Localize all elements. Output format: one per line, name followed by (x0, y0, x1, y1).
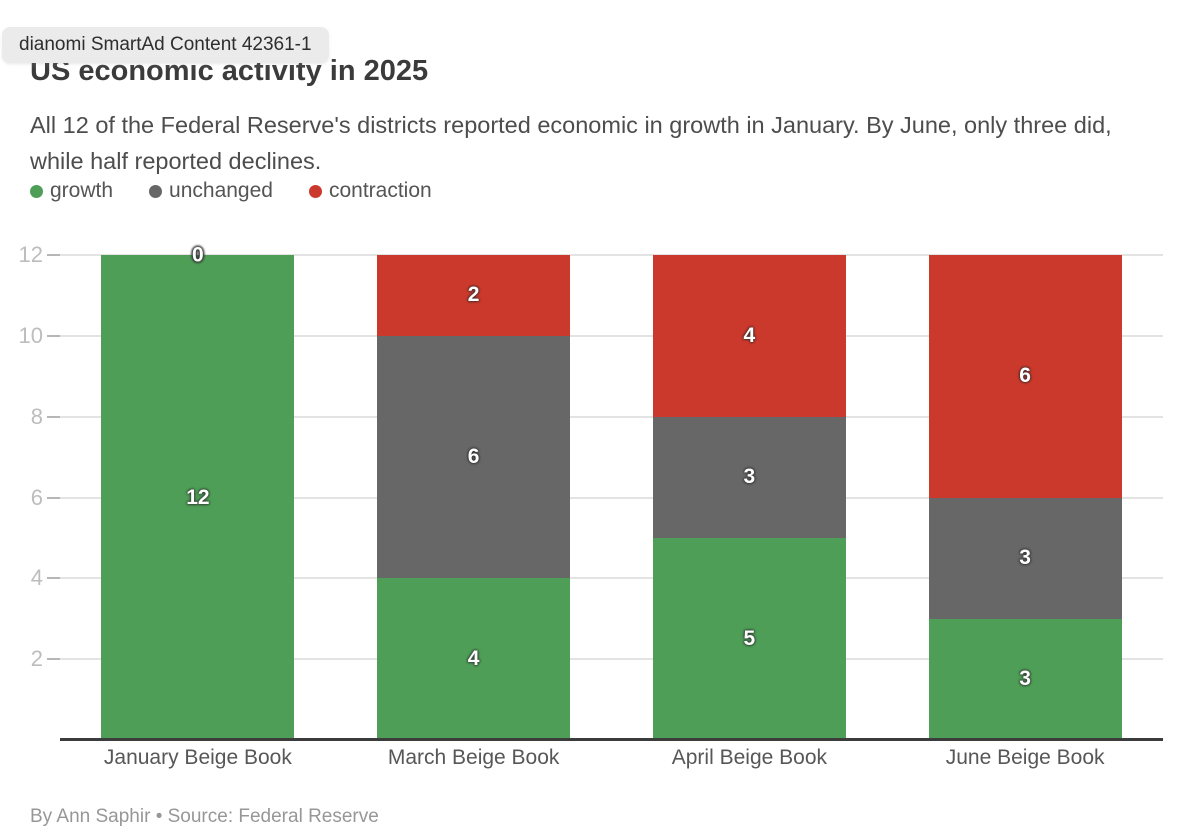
legend-label: unchanged (169, 179, 273, 202)
gridline-y-4 (60, 577, 1163, 580)
x-axis-baseline (60, 738, 1163, 741)
segment-zero-value-label: 0 (192, 243, 204, 267)
x-axis-category-label-1: January Beige Book (103, 746, 292, 769)
bar-segment-contraction-4[interactable]: 6 (928, 255, 1122, 498)
gridline-y-2 (60, 658, 1163, 661)
legend-label: growth (50, 179, 114, 202)
ad-content-tooltip: dianomi SmartAd Content 42361-1 (2, 27, 329, 63)
segment-value-label: 6 (467, 445, 480, 469)
y-axis-tick-12 (47, 254, 60, 256)
x-axis-category-label-4: June Beige Book (945, 746, 1105, 769)
segment-value-label: 5 (743, 626, 756, 650)
y-axis-label-2: 2 (30, 646, 43, 672)
byline-source: By Ann Saphir • Source: Federal Reserve (30, 806, 379, 827)
segment-value-label: 3 (743, 465, 756, 489)
gridline-y-12 (60, 254, 1163, 256)
y-axis-tick-4 (47, 577, 60, 580)
bar-segment-contraction-2[interactable]: 2 (377, 255, 571, 336)
bar-segment-unchanged-2[interactable]: 6 (377, 335, 571, 579)
y-axis-tick-2 (47, 658, 60, 661)
bar-segment-contraction-3[interactable]: 4 (652, 255, 846, 417)
gridline-y-6 (60, 496, 1163, 499)
y-axis-tick-10 (47, 334, 60, 337)
legend-dot-unchanged (149, 184, 163, 198)
gridline-y-10 (60, 334, 1163, 337)
segment-value-label: 3 (1019, 667, 1031, 691)
x-axis-labels: January Beige Book March Beige Book April … (60, 746, 1163, 778)
chart-legend: growth unchanged contraction (30, 179, 432, 203)
legend-dot-growth (30, 184, 43, 198)
bar-segment-unchanged-4[interactable]: 3 (928, 497, 1122, 619)
legend-dot-contraction (308, 184, 322, 198)
segment-value-label: 2 (467, 283, 480, 307)
bar-segment-growth-4[interactable]: 3 (928, 618, 1122, 740)
bar-segment-growth-2[interactable]: 4 (377, 578, 571, 740)
x-axis-category-label-2: March Beige Book (387, 746, 560, 769)
y-axis-label-12: 12 (18, 242, 43, 267)
y-axis-tick-8 (47, 415, 60, 418)
y-axis-label-6: 6 (30, 484, 43, 510)
legend-item-growth: growth (30, 179, 113, 203)
y-axis-label-4: 4 (30, 565, 43, 591)
y-axis-label-10: 10 (18, 322, 43, 348)
legend-item-unchanged: unchanged (149, 179, 273, 203)
y-axis-tick-6 (47, 496, 60, 499)
segment-value-label: 3 (1019, 546, 1031, 570)
bar-segment-growth-3[interactable]: 5 (652, 537, 846, 740)
plot-area: 12 0 4 6 2 5 3 4 3 3 6 (60, 245, 1163, 741)
legend-label: contraction (328, 179, 432, 202)
segment-value-label: 4 (467, 647, 480, 671)
y-axis: 2 4 6 8 10 12 (0, 244, 60, 740)
y-axis-label-8: 8 (30, 403, 43, 429)
bar-segment-unchanged-3[interactable]: 3 (652, 416, 846, 538)
segment-value-label: 4 (743, 323, 756, 347)
chart-subtitle: All 12 of the Federal Reserve's district… (30, 111, 1112, 174)
x-axis-category-label-3: April Beige Book (671, 746, 828, 769)
legend-item-contraction: contraction (308, 179, 432, 203)
segment-value-label: 12 (186, 485, 210, 509)
bar-segment-growth-1[interactable]: 12 (101, 255, 295, 740)
ad-tooltip-label: dianomi SmartAd Content 42361-1 (19, 34, 312, 55)
gridline-y-8 (60, 415, 1163, 418)
segment-value-label: 6 (1019, 364, 1031, 388)
